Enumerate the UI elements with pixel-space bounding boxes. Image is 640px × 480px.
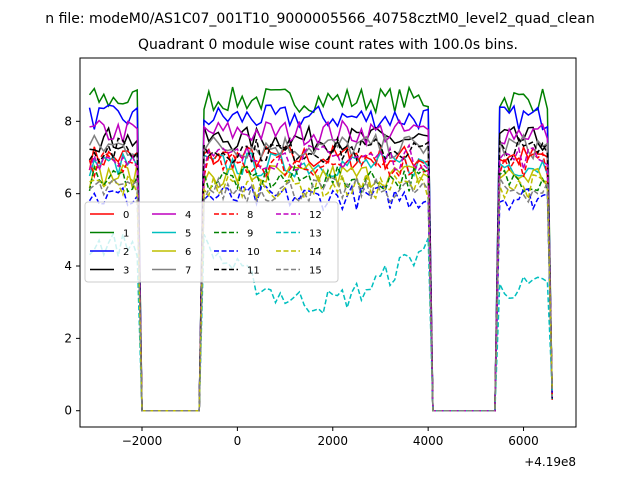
x-axis: −2000 0 2000 4000 6000	[122, 427, 539, 448]
legend-label-8: 8	[247, 210, 253, 221]
legend-label-9: 9	[247, 229, 253, 240]
legend-label-11: 11	[247, 266, 260, 277]
legend-frame	[84, 201, 339, 283]
legend-label-7: 7	[185, 266, 191, 277]
y-tick-label: 2	[64, 331, 72, 345]
series-line-11	[88, 135, 553, 412]
y-tick-label: 0	[64, 404, 72, 418]
x-tick-label: −2000	[122, 434, 163, 448]
x-tick-label: 0	[234, 434, 242, 448]
plot-frame	[79, 57, 577, 428]
y-tick-label: 6	[64, 187, 72, 201]
legend-label-1: 1	[123, 229, 129, 240]
legend-label-13: 13	[309, 229, 322, 240]
y-tick-label: 4	[64, 259, 72, 273]
legend-label-0: 0	[123, 210, 129, 221]
y-axis: 0 2 4 6 8	[64, 114, 80, 418]
legend-label-3: 3	[123, 266, 129, 277]
legend-label-14: 14	[309, 247, 322, 258]
x-tick-label: 2000	[317, 434, 348, 448]
legend-label-10: 10	[247, 247, 260, 258]
series-line-15	[89, 175, 553, 412]
legend-label-5: 5	[185, 229, 191, 240]
plot-lines	[88, 85, 553, 412]
legend-label-6: 6	[185, 247, 191, 258]
legend-label-2: 2	[123, 247, 129, 258]
figure-suptitle: n file: modeM0/AS1C07_001T10_9000005566_…	[45, 11, 594, 27]
legend-label-12: 12	[309, 210, 322, 221]
chart-title: Quadrant 0 module wise count rates with …	[138, 37, 518, 53]
x-tick-label: 6000	[508, 434, 539, 448]
x-tick-label: 4000	[413, 434, 444, 448]
y-tick-label: 8	[64, 114, 72, 128]
legend-label-4: 4	[185, 210, 191, 221]
legend-label-15: 15	[309, 266, 322, 277]
x-offset-label: +4.19e8	[524, 455, 576, 469]
